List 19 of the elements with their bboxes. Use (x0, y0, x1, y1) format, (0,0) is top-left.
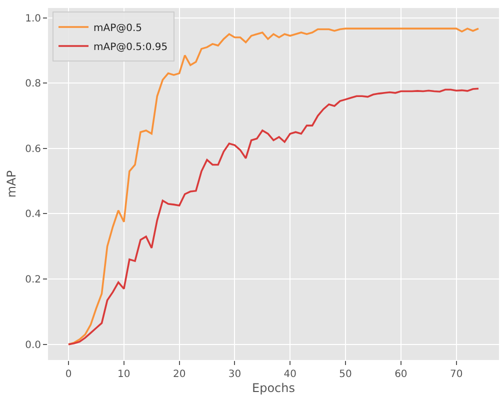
x-tick-label: 60 (394, 369, 408, 380)
x-axis-title: Epochs (252, 380, 295, 395)
line-series (68, 88, 480, 346)
x-tick-label: 70 (450, 369, 463, 380)
x-tick-label: 40 (284, 369, 296, 380)
x-tick-label: 20 (172, 369, 186, 380)
y-tick-label: 0.2 (25, 274, 41, 286)
y-tick-label: 0.6 (25, 144, 41, 155)
x-tick-label: 0 (65, 369, 72, 380)
y-axis-title: mAP (4, 170, 18, 198)
y-tick-label: 0.8 (25, 78, 41, 90)
y-tick-label: 1.0 (25, 13, 41, 24)
y-tick-label: 0.0 (25, 340, 41, 351)
legend-label: mAP@0.5:0.95 (94, 42, 168, 53)
x-tick-label: 30 (228, 369, 242, 380)
y-tick-label: 0.4 (25, 209, 41, 220)
x-tick-label: 10 (118, 369, 130, 380)
x-tick-label: 50 (339, 369, 352, 380)
legend-label: mAP@0.5 (94, 22, 142, 34)
